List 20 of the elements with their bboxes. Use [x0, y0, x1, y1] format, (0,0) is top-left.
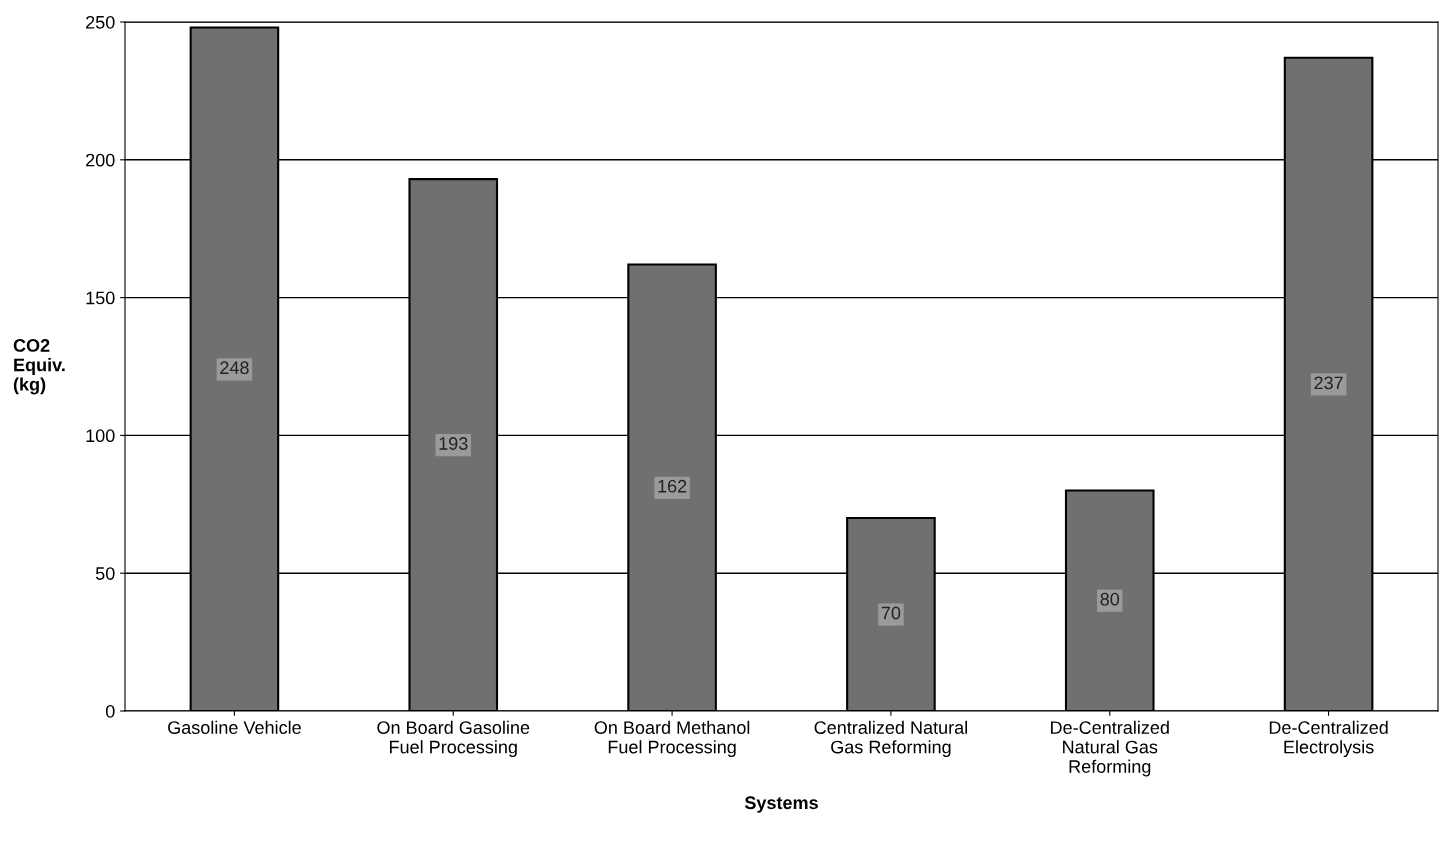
- x-axis-title: Systems: [744, 796, 818, 813]
- data-label: 162: [658, 479, 687, 493]
- y-tick-label: 50: [95, 567, 115, 580]
- x-tick-label: De-Centralized Electrolysis: [1269, 720, 1388, 757]
- data-label: 193: [439, 437, 468, 450]
- y-tick-label: 250: [86, 15, 115, 29]
- y-tick-label: 150: [86, 291, 115, 305]
- y-tick-label: 100: [86, 429, 115, 443]
- y-tick-label: 200: [86, 153, 115, 167]
- y-tick-label: 0: [105, 704, 115, 718]
- x-tick-label: On Board Methanol Fuel Processing: [594, 720, 750, 757]
- x-tick-label: On Board Gasoline Fuel Processing: [377, 720, 530, 757]
- x-tick-label: De-Centralized Natural Gas Reforming: [1051, 720, 1169, 777]
- data-label: 237: [1314, 376, 1343, 390]
- x-tick-label: Centralized Natural Gas Reforming: [814, 720, 967, 757]
- y-axis-title: CO2 Equiv. (kg): [13, 339, 65, 395]
- data-label: 80: [1100, 592, 1120, 606]
- data-label: 248: [220, 361, 249, 375]
- x-tick-label: Gasoline Vehicle: [168, 720, 301, 734]
- data-label: 70: [881, 606, 901, 620]
